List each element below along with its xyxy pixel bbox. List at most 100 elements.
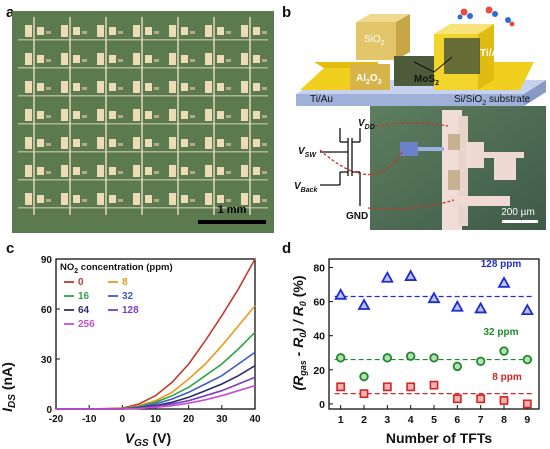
electrode-pad <box>25 81 32 93</box>
electrode-pad <box>217 111 224 119</box>
electrode-pad <box>241 165 248 177</box>
x-tick-label: 1 <box>338 414 344 426</box>
y-tick-label: 30 <box>41 355 53 366</box>
electrode-pad <box>133 109 140 121</box>
electrode-pad <box>145 55 152 63</box>
point-8-ppm <box>406 382 416 392</box>
electrode-pad <box>262 31 267 34</box>
electrode-pad <box>73 139 80 147</box>
electrode-pad <box>133 193 140 205</box>
mos2-channel <box>394 56 434 86</box>
y-tick-label: 60 <box>41 305 53 316</box>
point-8-ppm <box>499 396 509 405</box>
electrode-pad <box>262 199 267 202</box>
y-tick-label: 0 <box>46 405 52 416</box>
label-ti-au-left: Ti/Au <box>310 94 333 105</box>
electrode-pad <box>181 83 188 91</box>
x-tick-label: 5 <box>431 414 437 426</box>
electrode-pad <box>118 31 123 34</box>
electrode-pad <box>73 55 80 63</box>
electrode-pad <box>25 137 32 149</box>
x-tick-label: 20 <box>183 414 195 425</box>
electrode-pad <box>241 137 248 149</box>
electrode-pad <box>253 27 260 35</box>
electrode-pad <box>190 31 195 34</box>
gas-molecules-icon <box>457 6 515 27</box>
electrode-pad <box>25 109 32 121</box>
electrode-pad <box>118 87 123 90</box>
electrode-pad <box>217 139 224 147</box>
electrode-pad <box>37 139 44 147</box>
electrode-pad <box>73 111 80 119</box>
electrode-pad <box>217 195 224 203</box>
label-ti-au-right: Ti/Au <box>480 48 505 59</box>
electrode-pad <box>205 109 212 121</box>
electrode-pad <box>181 27 188 35</box>
electrode-pad <box>25 25 32 37</box>
electrode-pad <box>181 55 188 63</box>
point-128-ppm <box>450 299 464 312</box>
point-128-ppm <box>497 276 511 288</box>
series-label-128-ppm: 128 ppm <box>481 259 522 270</box>
point-8-ppm <box>429 380 439 390</box>
electrode-pad <box>190 115 195 118</box>
electrode-pad <box>37 195 44 203</box>
electrode-pad <box>109 83 116 91</box>
electrode-pad <box>46 115 51 118</box>
electrode-pad <box>217 167 224 175</box>
electrode-pad <box>145 167 152 175</box>
point-32-ppm <box>522 354 533 365</box>
x-tick-label: 8 <box>501 414 507 426</box>
electrode-pad <box>82 31 87 34</box>
panel-c-transfer-curves: IDS (nA) VGS (V) NO2 concentration (ppm)… <box>0 255 261 449</box>
electrode-pad <box>118 59 123 62</box>
electrode-pad <box>46 59 51 62</box>
panel-b-device-schematic: SiO2 Ti/Au Al2O3 MoS2 Ti/Au Si/SiO2 subs… <box>294 6 546 230</box>
chart-d-xlabel: Number of TFTs <box>386 430 493 446</box>
electrode-pad <box>154 59 159 62</box>
electrode-pad <box>262 115 267 118</box>
point-8-ppm <box>476 394 486 404</box>
electrode-pad <box>169 137 176 149</box>
point-128-ppm <box>520 303 534 316</box>
electrode-pad <box>61 25 68 37</box>
sio2-layer <box>356 22 396 60</box>
electrode-pad <box>97 137 104 149</box>
electrode-pad <box>37 83 44 91</box>
scale-bar-line <box>198 220 266 224</box>
electrode-pad <box>226 59 231 62</box>
series-label-8-ppm: 8 ppm <box>492 372 522 383</box>
panel-a-micrograph: 1 mm <box>12 11 274 233</box>
electrode-pad <box>61 53 68 65</box>
x-tick-label: 6 <box>454 414 460 426</box>
electrode-pad <box>154 171 159 174</box>
scale-bar-label-b: 200 µm <box>501 207 535 218</box>
legend-label-8: 8 <box>122 277 128 288</box>
electrode-pad <box>37 27 44 35</box>
electrode-pad <box>205 25 212 37</box>
electrode-pad <box>133 165 140 177</box>
point-32-ppm <box>335 353 346 363</box>
al2o3-layer <box>350 64 390 90</box>
panel-a-letter: a <box>6 4 15 21</box>
label-sio2: SiO2 <box>364 34 385 47</box>
electrode-pad <box>262 59 267 62</box>
label-vsw: VSW <box>298 146 317 159</box>
point-32-ppm <box>429 353 439 363</box>
transistor-circuit-icon <box>320 128 361 206</box>
x-tick-label: 9 <box>524 414 530 426</box>
point-8-ppm <box>522 399 532 409</box>
scale-bar-line-b <box>502 220 538 223</box>
electrode-pad <box>169 109 176 121</box>
electrode-pad <box>241 53 248 65</box>
electrode-pad <box>205 193 212 205</box>
electrode-pad <box>169 25 176 37</box>
electrode-pad <box>97 193 104 205</box>
electrode-pad <box>82 143 87 146</box>
panel-c-letter: c <box>6 240 15 257</box>
x-tick-label: 40 <box>249 414 261 425</box>
electrode-pad <box>118 115 123 118</box>
electrode-pad <box>190 87 195 90</box>
electrode-pad <box>241 193 248 205</box>
x-tick-label: -20 <box>49 414 64 425</box>
